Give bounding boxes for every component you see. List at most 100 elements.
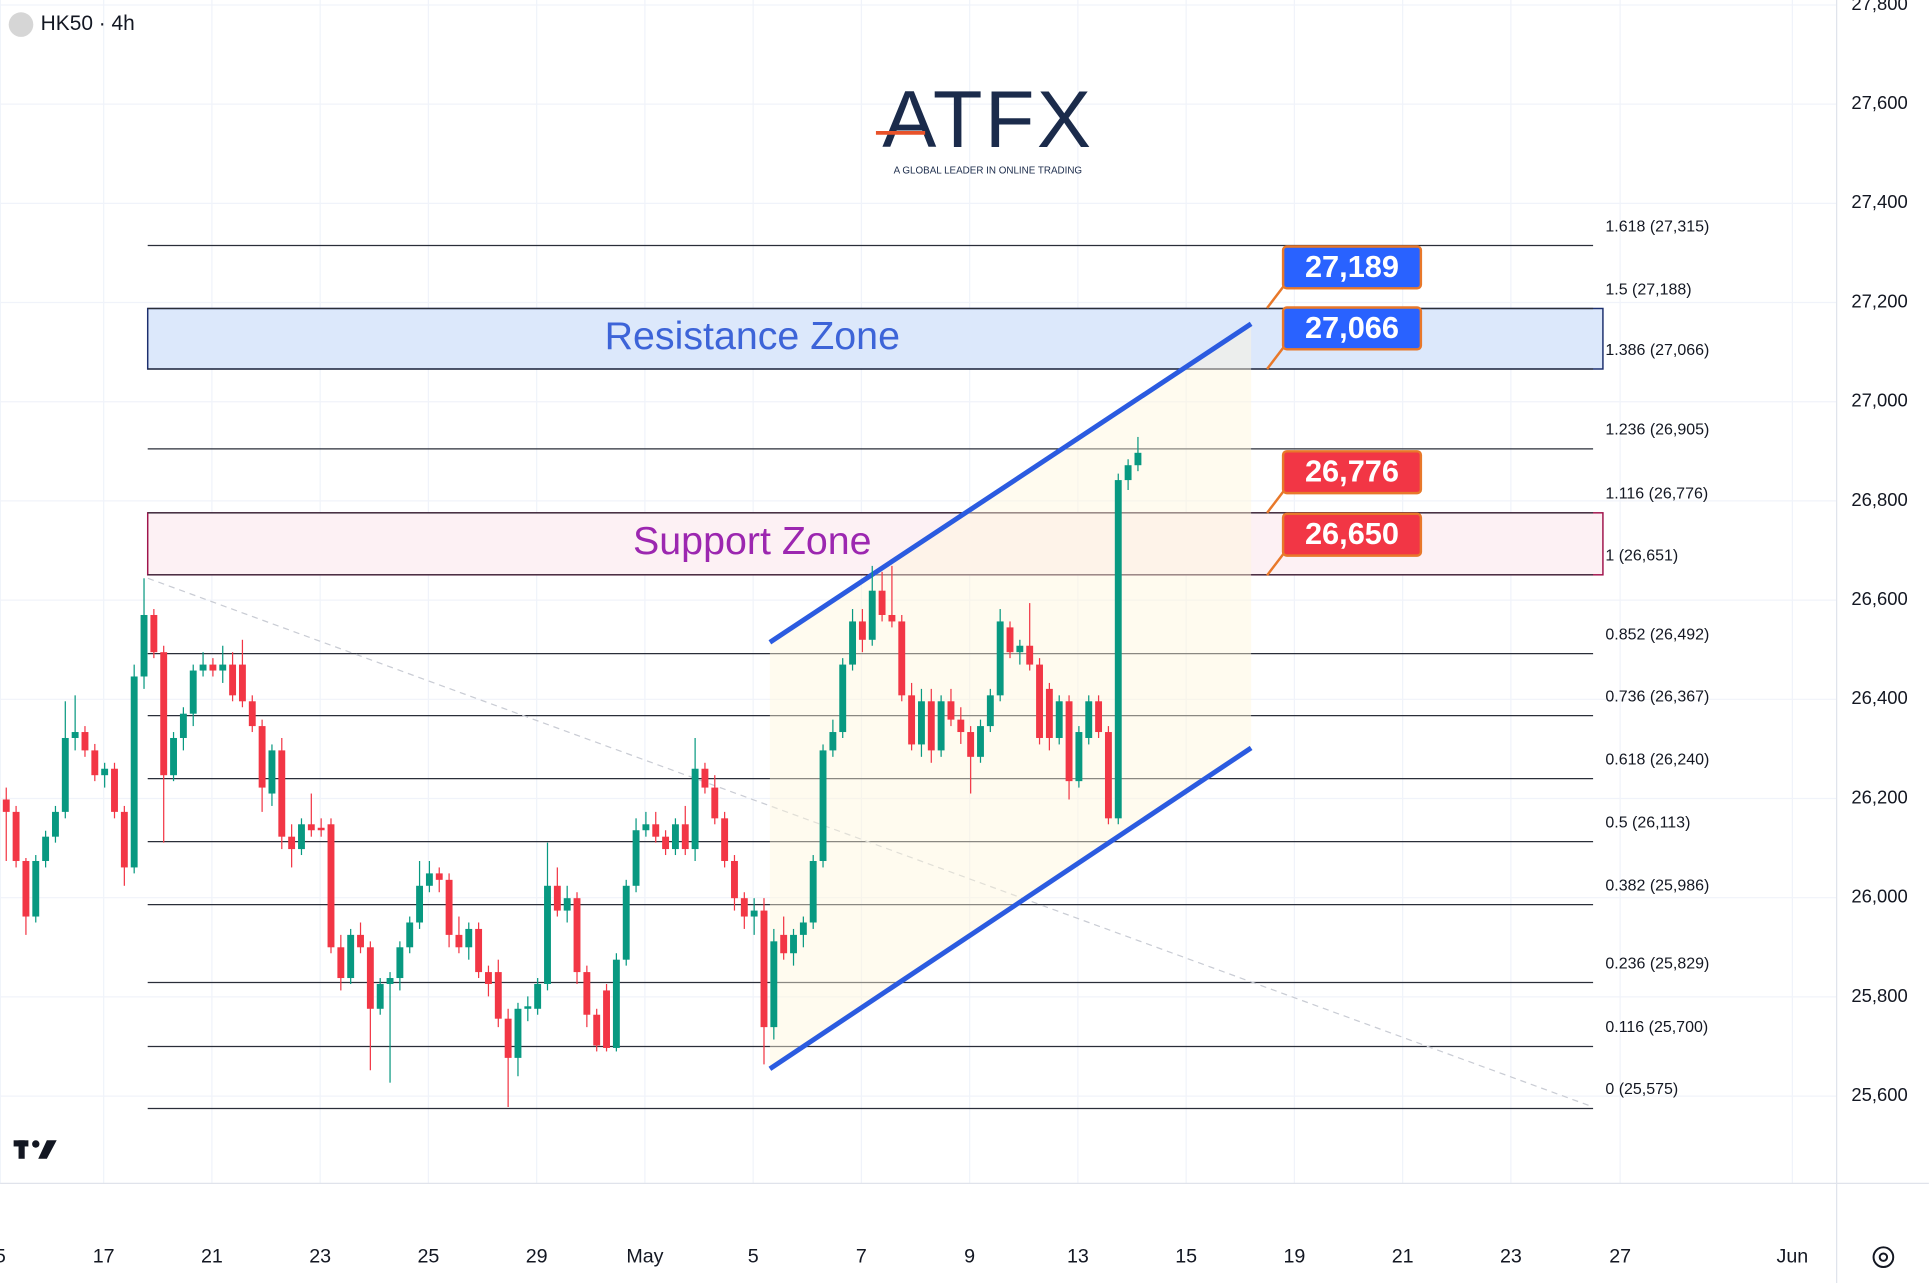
candle-body	[465, 928, 473, 948]
candle-body	[435, 873, 443, 880]
candle-body	[179, 713, 187, 738]
candle-body	[150, 614, 158, 653]
candle-body	[1134, 452, 1142, 466]
trend-line	[147, 577, 1594, 1108]
candle-body	[740, 898, 748, 917]
candle-body	[209, 664, 217, 671]
symbol-icon	[8, 12, 34, 37]
x-tick-label: 15	[1175, 1245, 1197, 1267]
tradingview-logo	[13, 1140, 57, 1159]
candle-body	[61, 737, 69, 812]
candle-body	[927, 701, 935, 751]
fib-label: 0.116 (25,700)	[1605, 1019, 1708, 1036]
candle-body	[593, 1014, 601, 1046]
fib-label: 1.618 (27,315)	[1605, 218, 1709, 235]
candle-body	[81, 732, 89, 751]
candle-body	[455, 934, 463, 948]
y-tick-label: 27,000	[1851, 390, 1907, 411]
fib-label: 1 (26,651)	[1605, 548, 1678, 565]
candle-body	[1016, 645, 1024, 653]
zones: Resistance Zone Support Zone	[146, 307, 1604, 576]
candle-body	[1095, 701, 1103, 733]
callout-box	[1281, 512, 1423, 557]
x-tick-label: 5	[748, 1245, 759, 1267]
x-tick-label: 23	[1500, 1245, 1522, 1267]
candle-body	[12, 811, 20, 861]
x-tick-label: 5	[0, 1245, 6, 1267]
candle-body	[2, 799, 10, 812]
settings-icon[interactable]	[1872, 1246, 1895, 1268]
x-tick-label: 25	[417, 1245, 439, 1267]
candle-body	[888, 614, 896, 622]
candle-body	[790, 934, 797, 954]
y-tick-label: 26,000	[1851, 886, 1907, 907]
callout-label: 26,650	[1305, 516, 1399, 551]
fib-label: 0.736 (26,367)	[1605, 688, 1709, 705]
candle-body	[947, 701, 955, 720]
candle-body	[849, 621, 857, 665]
symbol[interactable]: HK50 · 4h	[41, 12, 135, 35]
candle-body	[671, 824, 679, 850]
candle-body	[819, 750, 827, 861]
y-tick-label: 27,800	[1851, 0, 1907, 14]
candle-body	[603, 990, 610, 1048]
candle-body	[386, 978, 394, 984]
gear[interactable]	[1872, 1246, 1895, 1268]
y-tick-label: 26,200	[1851, 786, 1907, 807]
candle-body	[908, 695, 916, 745]
x-tick-label: 9	[964, 1245, 975, 1267]
y-tick-label: 27,400	[1851, 191, 1907, 212]
y-tick-label: 26,600	[1851, 588, 1907, 609]
candle-body	[425, 873, 433, 886]
candle-body	[514, 1008, 522, 1058]
candle-body	[1006, 627, 1014, 653]
candle-body	[829, 732, 837, 751]
candle-body	[140, 614, 148, 677]
candle-body	[229, 664, 237, 696]
candle-body	[563, 898, 571, 911]
x-tick-label: 13	[1067, 1245, 1089, 1267]
candle-body	[160, 652, 168, 776]
candle-body	[170, 737, 177, 776]
grid	[0, 0, 1837, 1184]
candle-body	[32, 860, 40, 917]
fib-label: 0.852 (26,492)	[1605, 626, 1709, 643]
candle-body	[396, 947, 404, 979]
candle-body	[622, 885, 630, 960]
channel-line	[768, 321, 1253, 645]
candle-body	[642, 824, 650, 831]
candle-body	[1085, 701, 1093, 738]
candle-body	[652, 824, 660, 837]
candle-body	[534, 983, 542, 1009]
channel-fill	[769, 323, 1252, 1069]
fib-label: 1.116 (26,776)	[1605, 486, 1708, 503]
candle-body	[130, 676, 138, 868]
fib-label: 1.236 (26,905)	[1605, 422, 1709, 439]
callout-box	[1281, 450, 1423, 495]
candle-body	[1124, 465, 1132, 481]
y-tick-label: 27,200	[1851, 290, 1907, 311]
y-tick-label: 26,400	[1851, 687, 1907, 708]
candle-body	[1104, 732, 1112, 819]
candle-body	[858, 621, 866, 640]
tv-mark	[38, 1140, 57, 1159]
candle-body	[475, 928, 483, 973]
candle-body	[288, 836, 296, 850]
zone-label: Support Zone	[633, 519, 872, 563]
fib-label: 0.236 (25,829)	[1605, 955, 1709, 972]
x-tick-label: 21	[201, 1245, 223, 1267]
candle-body	[868, 590, 876, 640]
candle-body	[809, 860, 817, 923]
candle-body	[750, 910, 758, 917]
candle-body	[957, 719, 965, 733]
callout-label: 27,066	[1305, 310, 1399, 345]
y-tick-label: 25,600	[1851, 1084, 1907, 1105]
candle-body	[278, 750, 286, 837]
candle-body	[701, 768, 709, 788]
candle-body	[111, 768, 118, 812]
x-tick-label: May	[626, 1245, 663, 1267]
candle-body	[406, 922, 414, 948]
candle-body	[681, 824, 689, 850]
